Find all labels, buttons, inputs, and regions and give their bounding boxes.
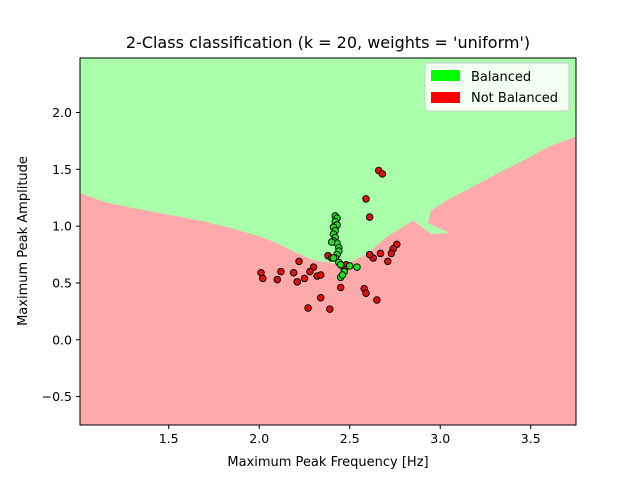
data-point-not-balanced bbox=[378, 170, 387, 178]
y-tick-label: 1.0 bbox=[52, 219, 72, 234]
y-tick-label: −0.5 bbox=[42, 389, 72, 404]
data-point-balanced bbox=[327, 238, 336, 246]
data-point-not-balanced bbox=[259, 274, 267, 283]
legend-swatch-balanced bbox=[431, 70, 460, 81]
legend-box bbox=[424, 62, 570, 112]
x-tick-label: 2.5 bbox=[340, 431, 360, 446]
data-point-not-balanced bbox=[336, 283, 345, 292]
data-point-not-balanced bbox=[317, 271, 325, 279]
x-tick-label: 2.0 bbox=[249, 431, 269, 446]
data-point-not-balanced bbox=[383, 257, 392, 266]
y-axis: −0.5 0.0 0.5 1.0 1.5 2.0 bbox=[42, 105, 80, 404]
data-point-not-balanced bbox=[362, 289, 370, 297]
data-point-not-balanced bbox=[326, 305, 334, 313]
legend-label-not-balanced: Not Balanced bbox=[471, 91, 558, 106]
y-axis-label: Maximum Peak Amplitude bbox=[16, 156, 31, 326]
data-point-balanced bbox=[336, 261, 345, 269]
legend-label-balanced: Balanced bbox=[471, 70, 531, 85]
data-point-not-balanced bbox=[317, 293, 325, 302]
data-point-not-balanced bbox=[293, 278, 301, 286]
y-tick-label: 0.0 bbox=[52, 332, 72, 347]
x-tick-label: 3.5 bbox=[521, 431, 541, 446]
data-point-not-balanced bbox=[365, 250, 374, 259]
data-point-not-balanced bbox=[376, 249, 385, 258]
y-tick-label: 1.5 bbox=[52, 162, 72, 177]
x-axis: 1.5 2.0 2.5 3.0 3.5 bbox=[159, 425, 541, 446]
data-point-not-balanced bbox=[365, 213, 374, 221]
data-point-balanced bbox=[329, 254, 338, 262]
legend-swatch-not-balanced bbox=[431, 92, 460, 103]
y-tick-label: 2.0 bbox=[52, 105, 72, 120]
plot-frame bbox=[79, 57, 577, 426]
data-point-not-balanced bbox=[289, 268, 298, 277]
data-point-not-balanced bbox=[304, 304, 312, 312]
data-point-balanced bbox=[353, 263, 361, 271]
legend: Balanced Not Balanced bbox=[424, 62, 570, 112]
x-tick-label: 3.0 bbox=[430, 431, 450, 446]
data-point-not-balanced bbox=[277, 267, 285, 276]
x-axis-label: Maximum Peak Frequency [Hz] bbox=[227, 455, 428, 470]
data-point-balanced bbox=[345, 262, 354, 270]
data-point-not-balanced bbox=[387, 249, 396, 258]
y-tick-label: 0.5 bbox=[52, 275, 72, 290]
data-point-not-balanced bbox=[295, 257, 303, 266]
data-point-not-balanced bbox=[273, 275, 282, 284]
chart-title: 2-Class classification (k = 20, weights … bbox=[126, 33, 530, 52]
scatter-points bbox=[257, 166, 401, 313]
x-tick-label: 1.5 bbox=[159, 431, 179, 446]
data-point-not-balanced bbox=[306, 267, 314, 276]
data-point-not-balanced bbox=[373, 296, 381, 304]
data-point-not-balanced bbox=[300, 274, 309, 283]
data-point-not-balanced bbox=[362, 195, 370, 203]
data-point-balanced bbox=[338, 271, 347, 279]
